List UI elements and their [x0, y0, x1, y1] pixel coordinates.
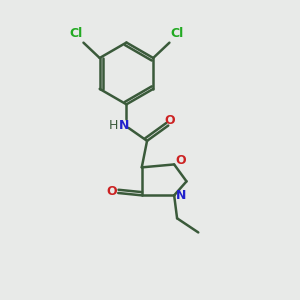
Text: O: O [175, 154, 186, 167]
Text: Cl: Cl [170, 27, 183, 40]
Text: N: N [119, 119, 130, 132]
Text: H: H [109, 119, 118, 132]
Text: Cl: Cl [70, 27, 83, 40]
Text: O: O [164, 114, 175, 127]
Text: O: O [106, 185, 117, 198]
Text: N: N [176, 189, 186, 202]
